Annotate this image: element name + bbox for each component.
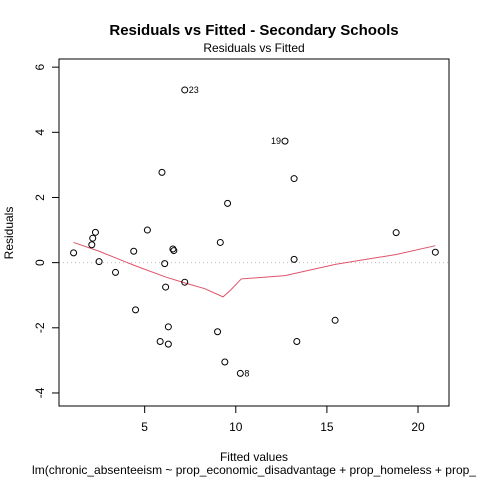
residual-point-20 xyxy=(216,238,224,246)
residual-point-11 xyxy=(161,260,169,268)
lowess-smoother-line xyxy=(73,241,436,298)
residual-point-8 xyxy=(143,226,151,234)
residual-point-19 xyxy=(214,328,222,336)
residual-point-28 xyxy=(331,316,339,324)
x-axis-label: Fitted values xyxy=(220,450,288,464)
point-label-19: 19 xyxy=(271,136,281,146)
residual-point-6 xyxy=(130,247,138,255)
residual-point-0 xyxy=(70,249,78,257)
x-tick-label-3: 20 xyxy=(411,420,425,434)
residual-point-3 xyxy=(91,228,99,236)
x-tick-label-2: 15 xyxy=(320,420,334,434)
residual-point-18 xyxy=(181,278,189,286)
x-tick-label-0: 5 xyxy=(141,420,148,434)
y-tick-label-3: 2 xyxy=(33,194,47,201)
y-tick-label-0: -4 xyxy=(33,387,47,398)
residual-point-23 xyxy=(236,369,244,377)
point-label-8: 8 xyxy=(244,368,249,378)
residual-points: 23 8 19 xyxy=(70,85,439,378)
residual-point-7 xyxy=(132,306,140,314)
plot-frame xyxy=(58,58,450,407)
residual-point-13 xyxy=(164,323,172,331)
residual-point-17 xyxy=(181,86,189,94)
residual-point-24 xyxy=(281,137,289,145)
residual-point-29 xyxy=(392,229,400,237)
residual-point-21 xyxy=(221,358,229,366)
x-tick-label-1: 10 xyxy=(229,420,243,434)
residual-point-1 xyxy=(88,241,96,249)
residual-point-5 xyxy=(111,268,119,276)
chart-title: Residuals vs Fitted - Secondary Schools xyxy=(109,22,398,39)
residual-point-26 xyxy=(290,255,298,263)
chart-subtitle: Residuals vs Fitted xyxy=(203,41,304,55)
residual-point-22 xyxy=(224,199,232,207)
residual-point-27 xyxy=(293,337,301,345)
y-tick-label-2: 0 xyxy=(33,259,47,266)
residual-point-9 xyxy=(156,337,164,345)
y-axis-label: Residuals xyxy=(2,207,16,260)
point-label-23: 23 xyxy=(189,85,199,95)
y-tick-label-5: 6 xyxy=(33,63,47,70)
residual-point-30 xyxy=(431,248,439,256)
model-formula-caption: lm(chronic_absenteeism ~ prop_economic_d… xyxy=(32,463,476,477)
residual-point-16 xyxy=(170,247,178,255)
residual-point-10 xyxy=(158,168,166,176)
y-tick-label-1: -2 xyxy=(33,322,47,333)
axes: 5 10 15 20 -4 -2 0 2 4 6 xyxy=(33,63,425,434)
residual-point-12 xyxy=(162,283,170,291)
residual-point-2 xyxy=(89,234,97,242)
residual-point-25 xyxy=(290,175,298,183)
residual-point-4 xyxy=(95,258,103,266)
y-tick-label-4: 4 xyxy=(33,129,47,136)
residual-point-14 xyxy=(164,340,172,348)
